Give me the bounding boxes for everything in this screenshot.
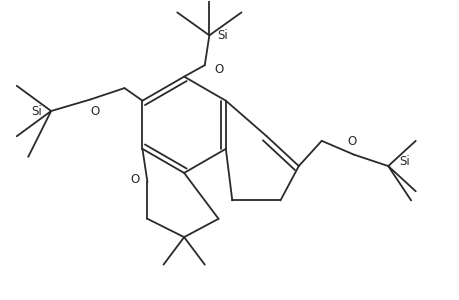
Text: O: O (130, 173, 139, 186)
Text: O: O (90, 105, 99, 119)
Text: Si: Si (31, 104, 42, 118)
Text: O: O (213, 63, 223, 76)
Text: Si: Si (398, 155, 409, 168)
Text: O: O (346, 135, 355, 148)
Text: Si: Si (217, 29, 228, 42)
